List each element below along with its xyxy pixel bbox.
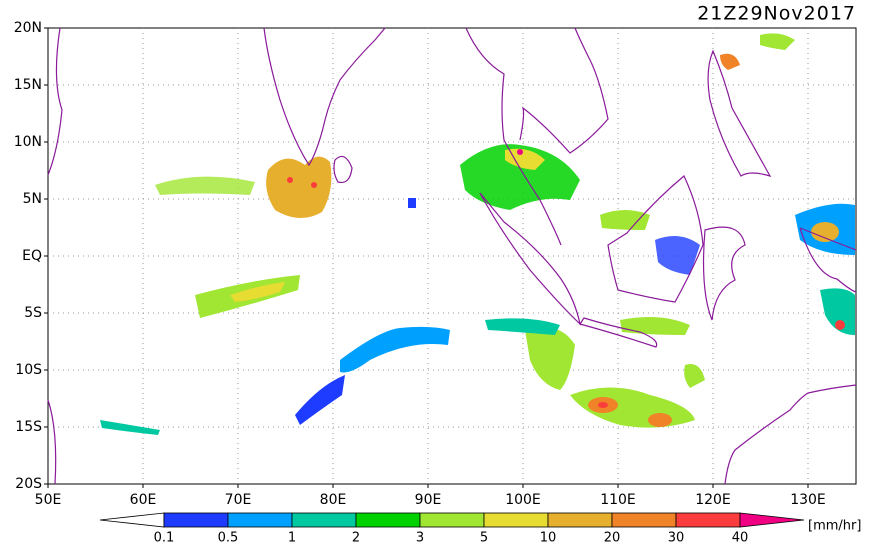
rain-area xyxy=(340,326,450,373)
rain-core xyxy=(835,320,845,330)
legend-swatch xyxy=(483,512,549,528)
legend-label: 40 xyxy=(732,531,749,544)
lat-label: 10S xyxy=(15,362,42,378)
coastline xyxy=(707,49,772,177)
legend-label: 1 xyxy=(288,531,296,544)
lon-label: 80E xyxy=(320,492,347,508)
coastline xyxy=(47,27,63,176)
coastline xyxy=(799,227,857,293)
legend-swatch xyxy=(547,512,613,528)
rain-area xyxy=(720,53,740,70)
legend-swatch xyxy=(611,512,677,528)
legend-arrow xyxy=(739,512,805,528)
lon-label: 120E xyxy=(695,492,731,508)
legend-unit: [mm/hr] xyxy=(808,519,861,534)
lat-label: 20N xyxy=(14,20,42,36)
rain-area xyxy=(460,144,580,210)
map-title: 21Z29Nov2017 xyxy=(697,3,856,25)
legend-arrow xyxy=(99,512,165,528)
legend-label: 10 xyxy=(540,531,557,544)
rain-area xyxy=(525,327,575,390)
coastline xyxy=(263,27,386,167)
coastline xyxy=(519,27,609,154)
rain-area xyxy=(266,156,332,219)
coastlines xyxy=(47,27,857,485)
legend-swatch xyxy=(291,512,357,528)
legend-swatch xyxy=(675,512,741,528)
coastline xyxy=(47,399,57,485)
lon-label: 130E xyxy=(790,492,826,508)
legend-swatch xyxy=(227,512,293,528)
rain-area xyxy=(485,318,560,335)
lon-label: 60E xyxy=(130,492,157,508)
rain-area xyxy=(655,236,700,275)
legend: [mm/hr] 0.1 0.5 1 2 3 5 10 20 30 40 xyxy=(99,512,861,544)
legend-swatch xyxy=(355,512,421,528)
rain-core xyxy=(287,177,293,183)
lon-label: 50E xyxy=(35,492,62,508)
legend-label: 20 xyxy=(604,531,621,544)
lon-label: 100E xyxy=(505,492,541,508)
rain-area xyxy=(820,288,855,335)
legend-label: 3 xyxy=(416,531,424,544)
rain-area xyxy=(684,364,705,388)
lat-label: 5S xyxy=(24,305,42,321)
lat-label: 15S xyxy=(15,419,42,435)
lon-label: 70E xyxy=(225,492,252,508)
lat-label: 15N xyxy=(14,77,42,93)
legend-label: 0.5 xyxy=(218,531,239,544)
rain-core xyxy=(517,149,523,155)
map-frame xyxy=(47,27,857,485)
rain-areas xyxy=(100,33,855,435)
coastline xyxy=(333,155,353,184)
lat-label: EQ xyxy=(22,248,42,264)
lat-label: 10N xyxy=(14,134,42,150)
rain-area xyxy=(620,316,690,335)
coastline xyxy=(702,226,746,321)
legend-swatch xyxy=(419,512,485,528)
rain-area xyxy=(600,210,650,230)
rain-core xyxy=(311,182,317,188)
coastline xyxy=(724,384,857,485)
rain-area xyxy=(100,420,160,435)
rain-area xyxy=(760,33,795,50)
legend-label: 5 xyxy=(480,531,488,544)
coastline xyxy=(579,317,658,348)
coastline xyxy=(465,27,562,246)
rain-area xyxy=(230,282,285,302)
rain-area xyxy=(295,375,345,425)
lon-label: 90E xyxy=(415,492,442,508)
legend-swatch xyxy=(163,512,229,528)
lon-label: 110E xyxy=(600,492,636,508)
lat-label: 20S xyxy=(15,476,42,492)
legend-label: 0.1 xyxy=(154,531,175,544)
coastline xyxy=(607,175,704,303)
legend-label: 30 xyxy=(668,531,685,544)
rain-area xyxy=(648,413,672,427)
rain-core xyxy=(598,402,608,408)
axes: 50E 60E 70E 80E 90E 100E 110E 120E 130E 20N 15N 10N… xyxy=(14,20,826,508)
legend-label: 2 xyxy=(352,531,360,544)
coastline xyxy=(479,192,581,326)
lat-label: 5N xyxy=(23,191,42,207)
rain-area xyxy=(811,222,839,242)
rain-area xyxy=(408,198,416,208)
rain-area xyxy=(155,176,255,195)
rain-area xyxy=(505,148,545,170)
